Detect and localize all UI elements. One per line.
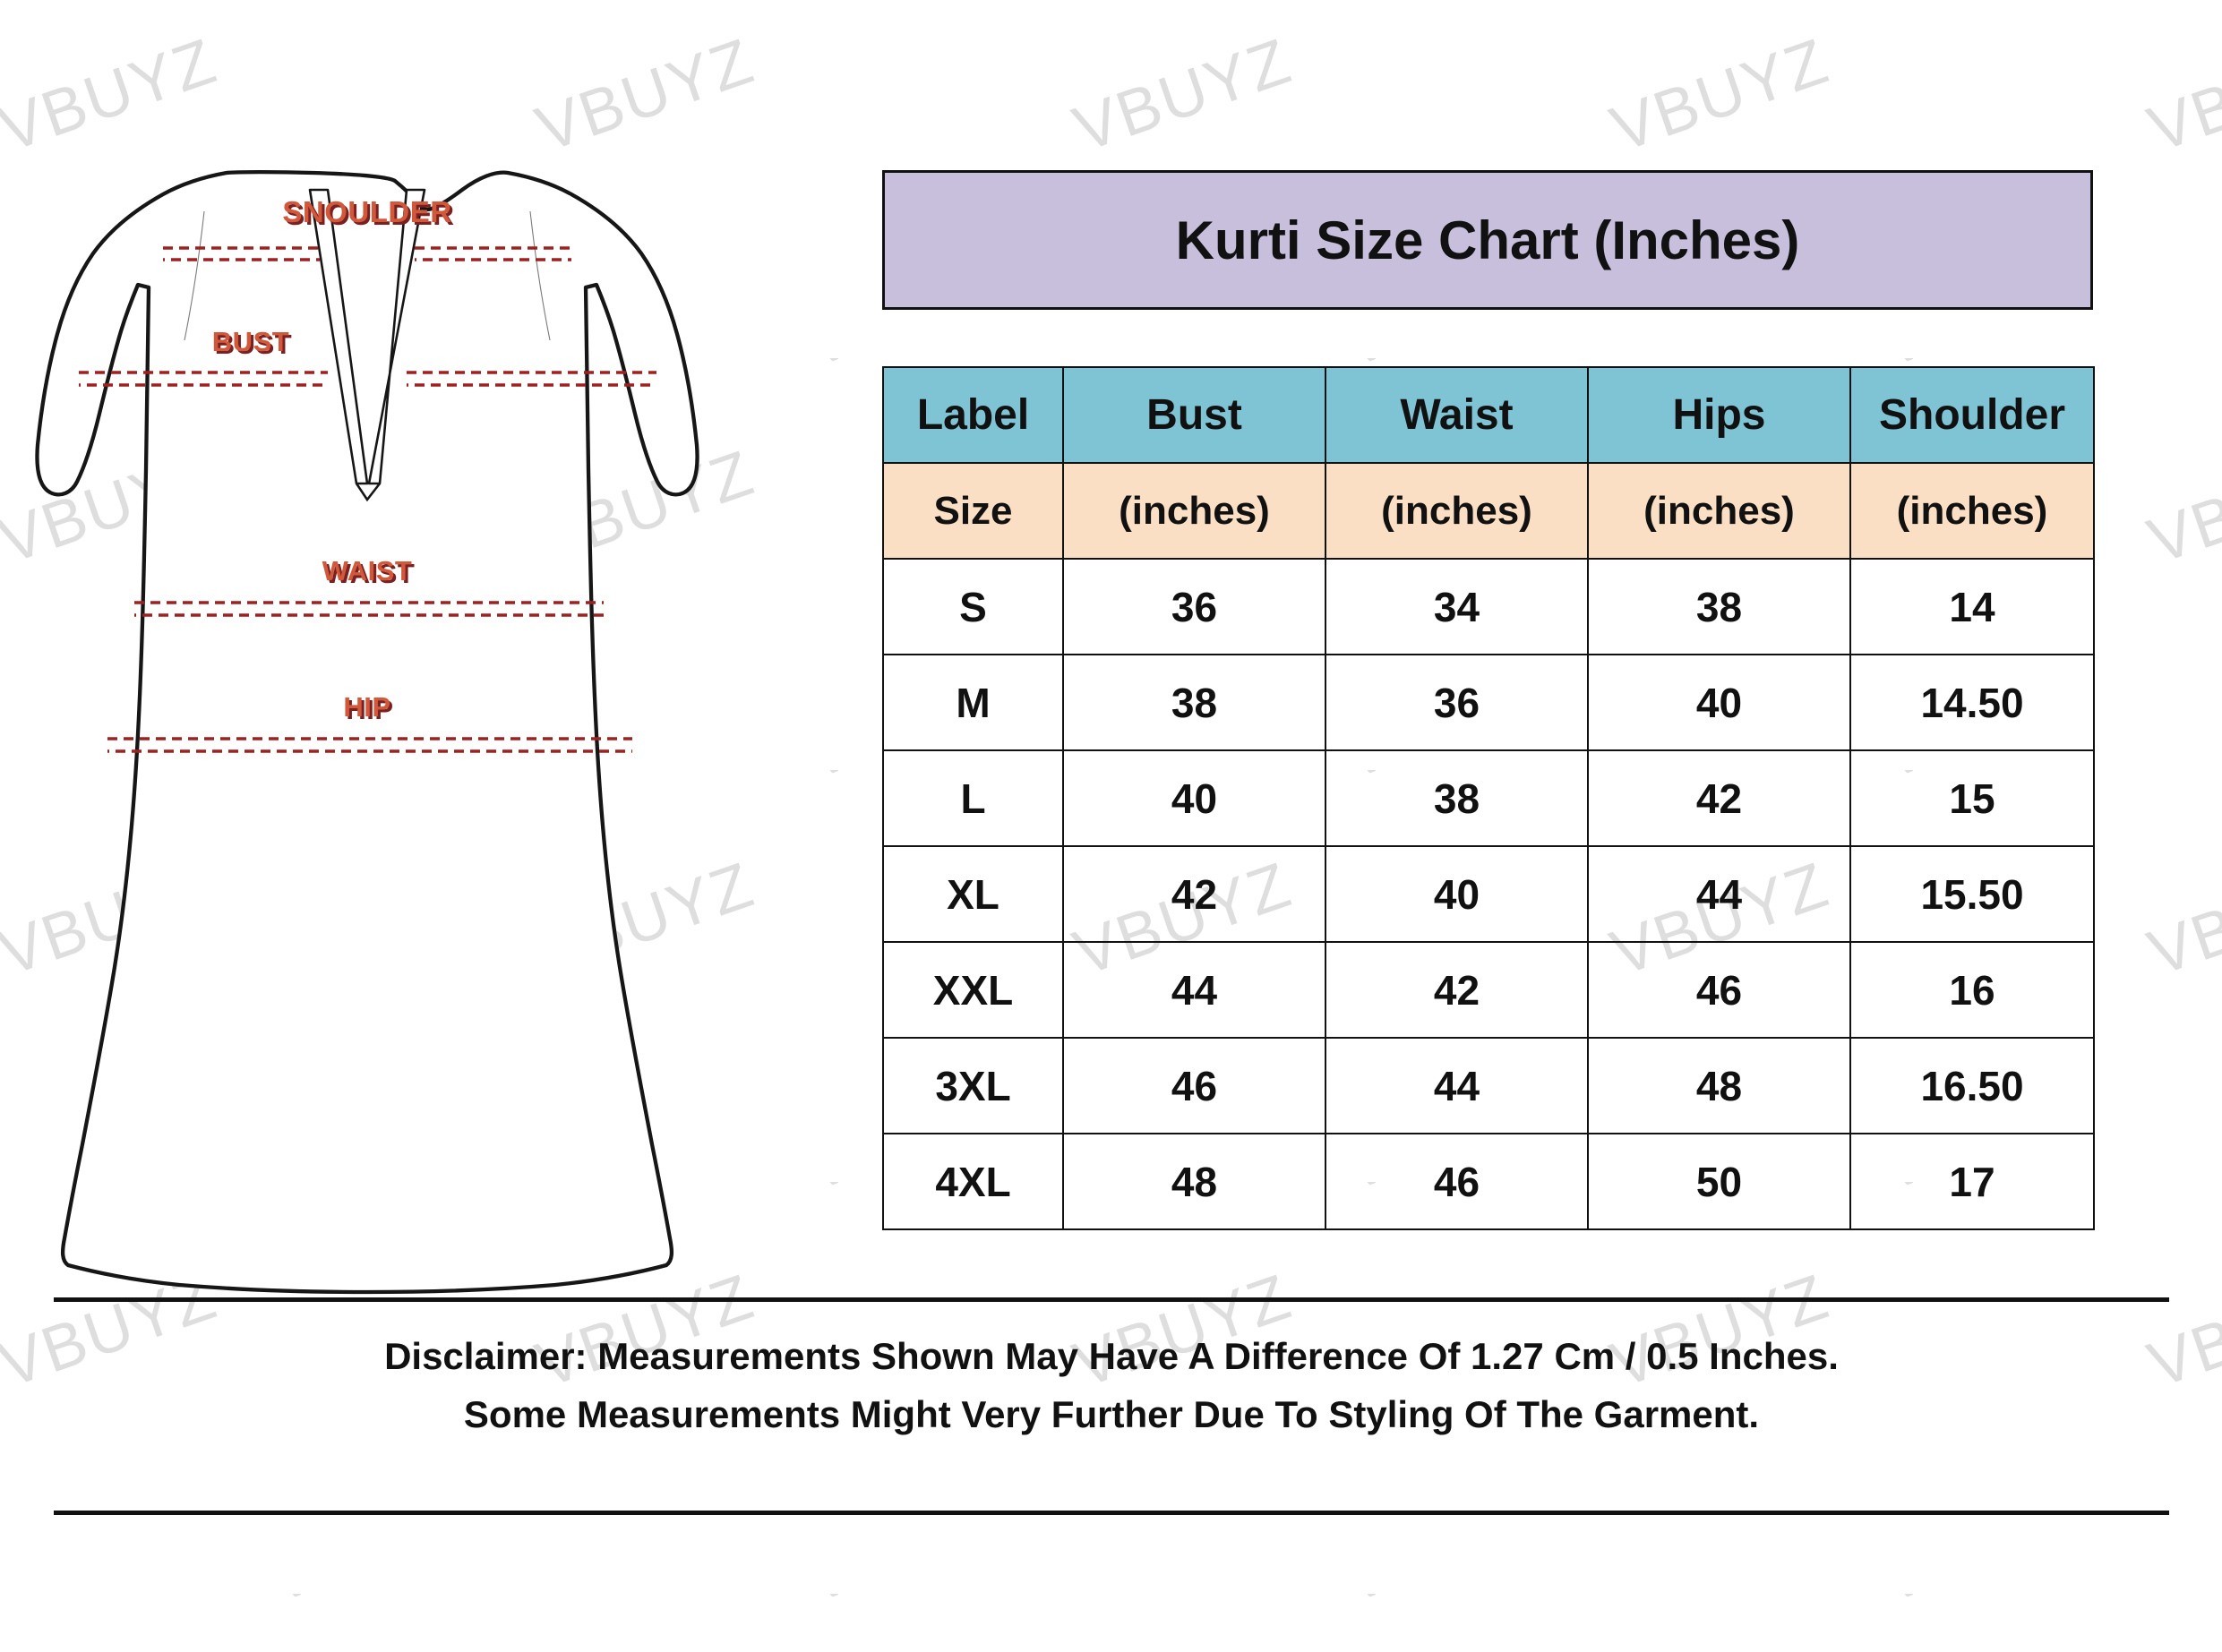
svg-text:BUST: BUST: [212, 326, 289, 357]
svg-text:SNOULDER: SNOULDER: [282, 195, 451, 228]
svg-text:HIP: HIP: [343, 691, 390, 723]
svg-text:WAIST: WAIST: [322, 555, 413, 586]
